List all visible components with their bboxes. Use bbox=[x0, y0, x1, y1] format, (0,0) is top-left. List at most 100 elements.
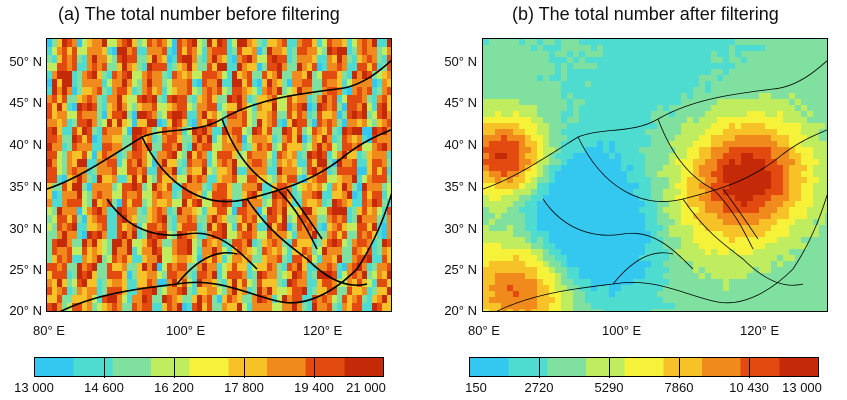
heat-cell bbox=[807, 177, 813, 183]
heat-cell bbox=[531, 237, 537, 243]
heat-cell bbox=[687, 129, 693, 135]
heat-cell bbox=[783, 309, 789, 311]
heat-cell bbox=[287, 167, 292, 175]
heat-cell bbox=[639, 267, 645, 273]
heat-cell bbox=[162, 311, 167, 312]
heat-cell bbox=[609, 105, 615, 111]
heat-cell bbox=[483, 195, 489, 201]
heat-cell bbox=[693, 297, 699, 303]
heat-cell bbox=[72, 95, 77, 103]
heat-cell bbox=[217, 255, 222, 263]
heat-cell bbox=[147, 303, 152, 311]
heat-cell bbox=[687, 123, 693, 129]
heat-cell bbox=[222, 55, 227, 63]
heat-cell bbox=[801, 69, 807, 75]
heat-cell bbox=[187, 263, 192, 271]
heat-cell bbox=[681, 69, 687, 75]
heat-cell bbox=[699, 309, 705, 311]
heat-cell bbox=[669, 183, 675, 189]
heat-cell bbox=[729, 297, 735, 303]
heat-cell bbox=[222, 87, 227, 95]
heat-cell bbox=[212, 167, 217, 175]
heat-cell bbox=[347, 63, 352, 71]
heat-cell bbox=[67, 279, 72, 287]
heat-cell bbox=[227, 295, 232, 303]
heat-cell bbox=[651, 69, 657, 75]
heat-cell bbox=[82, 247, 87, 255]
heat-cell bbox=[771, 261, 777, 267]
heat-cell bbox=[192, 287, 197, 295]
heat-cell bbox=[633, 135, 639, 141]
heat-cell bbox=[537, 99, 543, 105]
heat-cell bbox=[729, 285, 735, 291]
heat-cell bbox=[147, 295, 152, 303]
heat-cell bbox=[555, 111, 561, 117]
heat-cell bbox=[573, 231, 579, 237]
heat-cell bbox=[675, 147, 681, 153]
heat-cell bbox=[597, 39, 603, 45]
heat-cell bbox=[317, 223, 322, 231]
heat-cell bbox=[262, 135, 267, 143]
heat-cell bbox=[257, 63, 262, 71]
heat-cell bbox=[272, 39, 277, 47]
heat-cell bbox=[222, 263, 227, 271]
heat-cell bbox=[591, 51, 597, 57]
heat-cell bbox=[537, 261, 543, 267]
heat-cell bbox=[277, 63, 282, 71]
heat-cell bbox=[519, 201, 525, 207]
heat-cell bbox=[377, 215, 382, 223]
heat-cell bbox=[759, 237, 765, 243]
heat-cell bbox=[603, 207, 609, 213]
heat-cell bbox=[705, 249, 711, 255]
heat-cell bbox=[157, 95, 162, 103]
heat-cell bbox=[705, 69, 711, 75]
heat-cell bbox=[67, 63, 72, 71]
heat-cell bbox=[669, 45, 675, 51]
heat-cell bbox=[307, 159, 312, 167]
heat-cell bbox=[495, 93, 501, 99]
heat-cell bbox=[177, 55, 182, 63]
heat-cell bbox=[573, 57, 579, 63]
heat-cell bbox=[237, 207, 242, 215]
heat-cell bbox=[657, 237, 663, 243]
heat-cell bbox=[262, 87, 267, 95]
heat-cell bbox=[633, 105, 639, 111]
heat-cell bbox=[591, 81, 597, 87]
heat-cell bbox=[555, 267, 561, 273]
heat-cell bbox=[633, 69, 639, 75]
heat-cell bbox=[711, 303, 717, 309]
heat-cell bbox=[372, 287, 377, 295]
heat-cell bbox=[117, 79, 122, 87]
heat-cell bbox=[591, 249, 597, 255]
heat-cell bbox=[217, 79, 222, 87]
heat-cell bbox=[693, 177, 699, 183]
heat-cell bbox=[573, 285, 579, 291]
heat-cell bbox=[657, 111, 663, 117]
heat-cell bbox=[609, 69, 615, 75]
heat-cell bbox=[77, 55, 82, 63]
heat-cell bbox=[537, 255, 543, 261]
heat-cell bbox=[312, 303, 317, 311]
heat-cell bbox=[112, 63, 117, 71]
heat-cell bbox=[267, 191, 272, 199]
heat-cell bbox=[247, 231, 252, 239]
heat-cell bbox=[603, 153, 609, 159]
heat-cell bbox=[525, 147, 531, 153]
heat-cell bbox=[771, 87, 777, 93]
heat-cell bbox=[537, 303, 543, 309]
heat-cell bbox=[87, 231, 92, 239]
heat-cell bbox=[287, 63, 292, 71]
heat-cell bbox=[377, 135, 382, 143]
heat-cell bbox=[82, 271, 87, 279]
heat-cell bbox=[801, 219, 807, 225]
heat-cell bbox=[801, 273, 807, 279]
heat-cell bbox=[603, 87, 609, 93]
heat-cell bbox=[82, 303, 87, 311]
heat-cell bbox=[759, 51, 765, 57]
heat-cell bbox=[591, 177, 597, 183]
heat-cell bbox=[705, 261, 711, 267]
heat-cell bbox=[747, 237, 753, 243]
heat-cell bbox=[615, 39, 621, 45]
heat-cell bbox=[252, 95, 257, 103]
heat-cell bbox=[87, 151, 92, 159]
